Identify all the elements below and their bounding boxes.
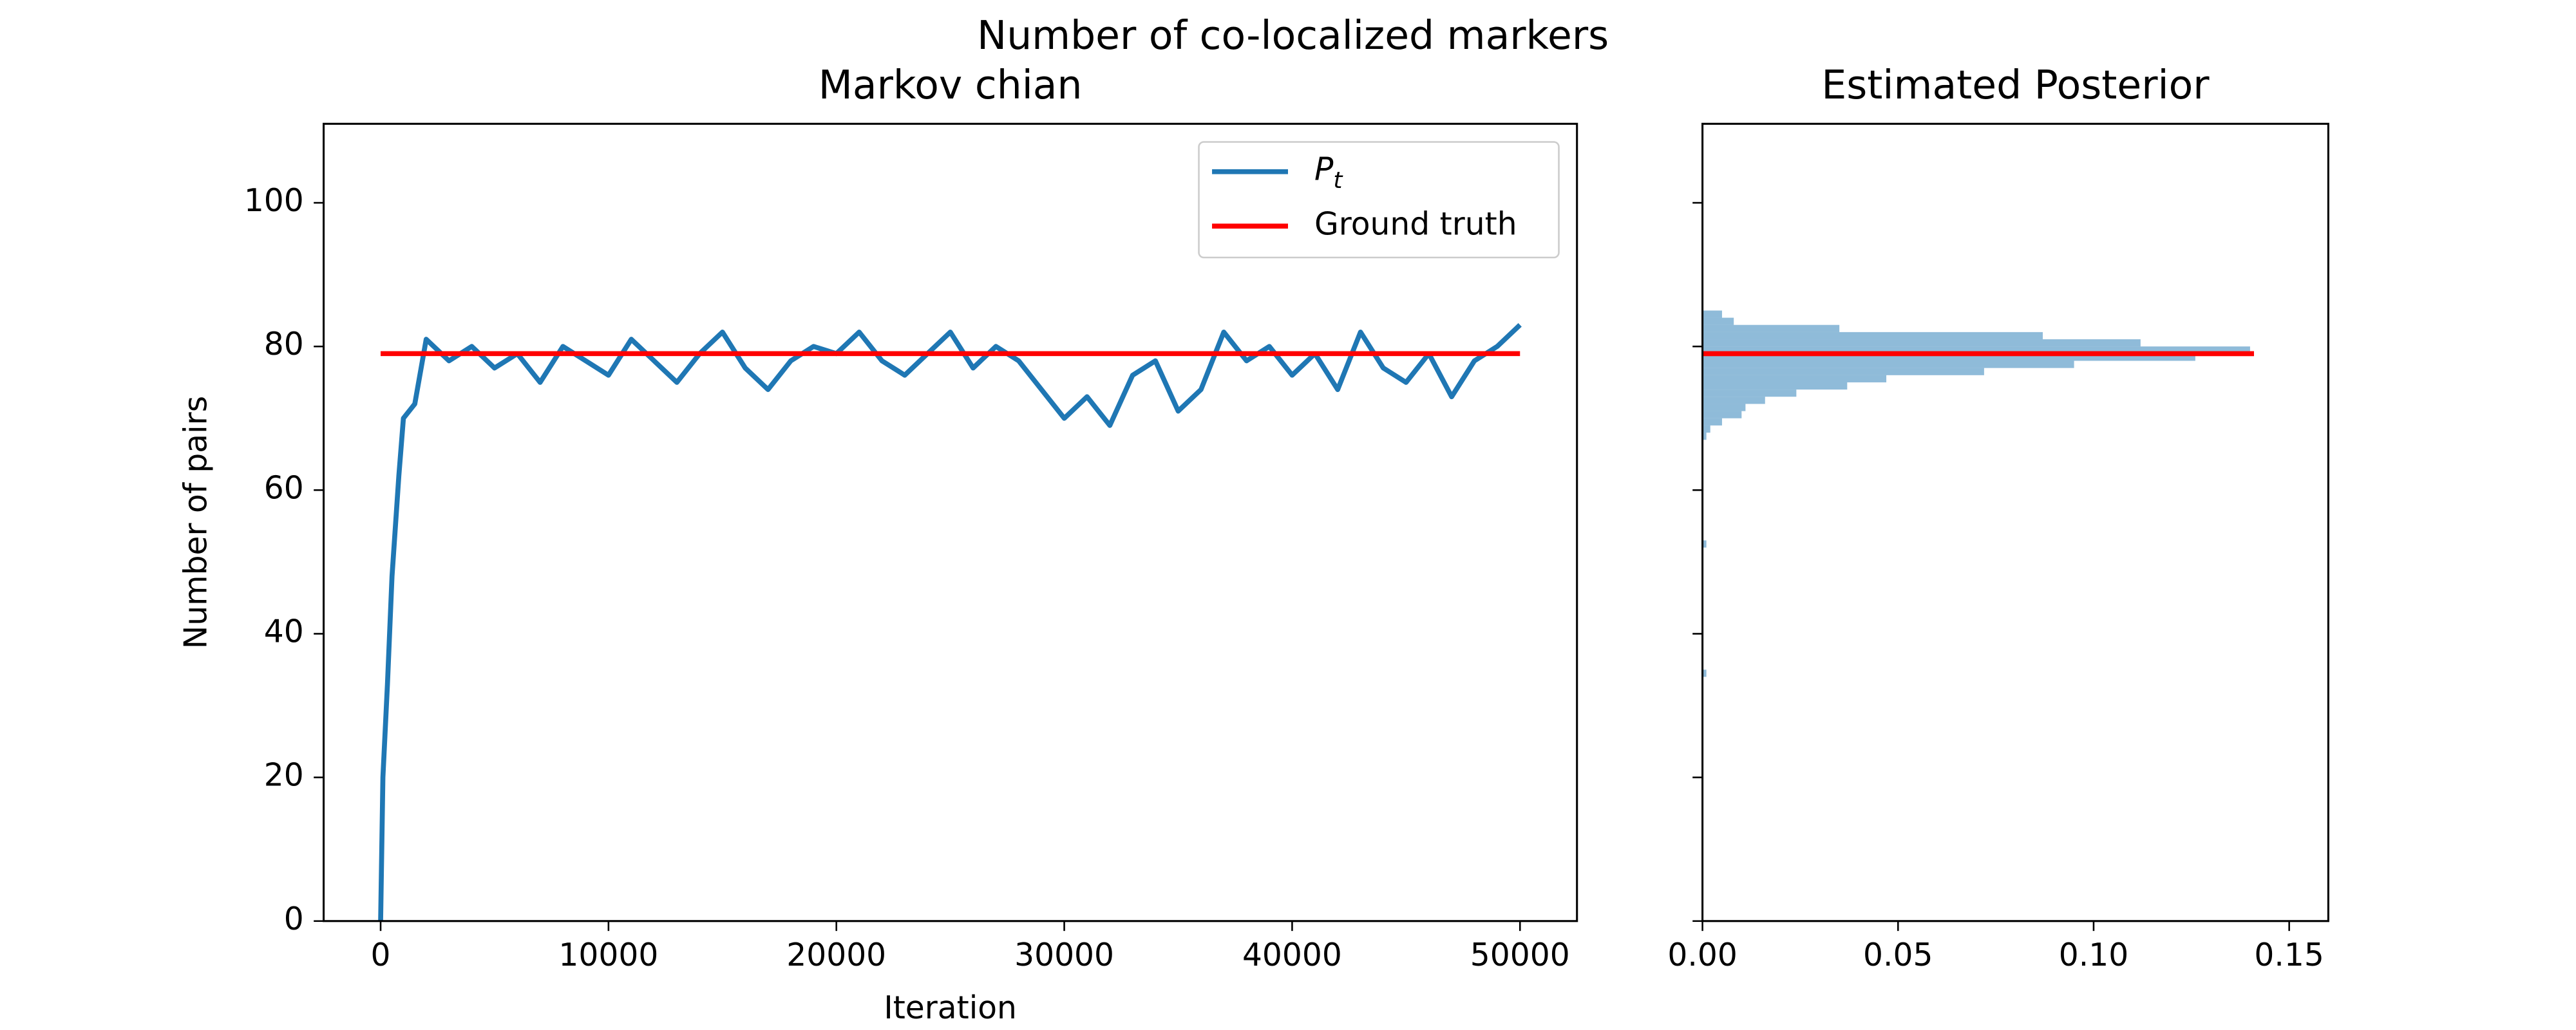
hist-bar (1702, 353, 2195, 361)
hist-bar (1702, 360, 2074, 368)
y-tick-label: 80 (264, 326, 304, 362)
x-tick-label: 0.00 (1667, 937, 1737, 973)
x-tick-label: 10000 (558, 937, 658, 973)
hist-bar (1702, 368, 1984, 375)
hist-bar (1702, 418, 1722, 426)
hist-bar (1702, 389, 1797, 397)
hist-bar (1702, 310, 1722, 318)
hist-bar (1702, 346, 2250, 354)
x-tick-label: 30000 (1014, 937, 1114, 973)
x-tick-label: 0.10 (2059, 937, 2128, 973)
y-axis-label: Number of pairs (178, 396, 214, 649)
x-tick-label: 20000 (786, 937, 886, 973)
hist-bar (1702, 382, 1848, 390)
y-tick-label: 0 (284, 901, 304, 937)
hist-bar (1702, 397, 1765, 404)
hist-bar (1702, 411, 1742, 418)
hist-bar (1702, 317, 1734, 325)
x-axis-label: Iteration (884, 990, 1017, 1026)
hist-bar (1702, 375, 1887, 382)
axes-title: Estimated Posterior (1821, 62, 2210, 108)
legend-box (1198, 141, 1560, 259)
legend-label: Pt (1314, 152, 1343, 194)
hist-bar (1702, 425, 1710, 433)
legend-label: Ground truth (1314, 206, 1517, 242)
series-line (378, 323, 1522, 921)
y-tick-label: 100 (244, 183, 304, 219)
y-tick-label: 40 (264, 613, 304, 650)
x-tick-label: 0.05 (1863, 937, 1933, 973)
axes-title: Markov chian (819, 62, 1083, 108)
hist-bar (1702, 404, 1746, 411)
hist-bar (1702, 324, 1840, 332)
y-tick-label: 60 (264, 470, 304, 506)
x-tick-label: 0.15 (2254, 937, 2324, 973)
x-tick-label: 40000 (1242, 937, 1342, 973)
y-tick-label: 20 (264, 758, 304, 794)
hist-bar (1702, 670, 1707, 677)
hist-bar (1702, 339, 2141, 347)
hist-bar (1702, 540, 1707, 548)
axes-frame (323, 122, 1578, 922)
hist-bar (1702, 433, 1707, 440)
hist-bar (1702, 332, 2043, 340)
figure-title: Number of co-localized markers (977, 12, 1609, 59)
x-tick-label: 50000 (1470, 937, 1570, 973)
axes-frame (1701, 122, 2329, 922)
x-tick-label: 0 (371, 937, 391, 973)
